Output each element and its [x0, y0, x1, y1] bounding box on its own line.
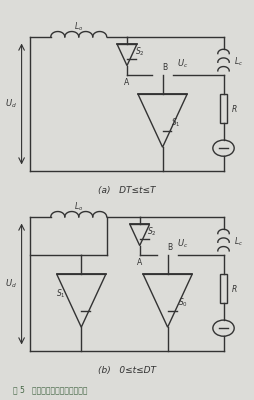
- Text: B: B: [168, 243, 173, 252]
- Text: $R$: $R$: [231, 103, 238, 114]
- Text: $U_c$: $U_c$: [177, 238, 188, 250]
- Text: $S_1$: $S_1$: [56, 287, 66, 300]
- Text: $U_d$: $U_d$: [5, 98, 17, 110]
- Text: $S_1$: $S_1$: [171, 117, 181, 130]
- Text: (b)   0≤t≤DT: (b) 0≤t≤DT: [98, 366, 156, 375]
- Bar: [220, 274, 227, 303]
- Text: A: A: [124, 78, 130, 87]
- Text: $L_c$: $L_c$: [234, 56, 243, 68]
- Text: $L_o$: $L_o$: [74, 21, 83, 34]
- Bar: [220, 94, 227, 123]
- Text: 图 5   运行于第一象限等效电路图: 图 5 运行于第一象限等效电路图: [13, 386, 87, 394]
- Text: $L_c$: $L_c$: [234, 236, 243, 248]
- Text: $L_o$: $L_o$: [74, 201, 83, 214]
- Text: $S_2$: $S_2$: [147, 226, 157, 238]
- Text: B: B: [163, 63, 168, 72]
- Text: $U_c$: $U_c$: [177, 58, 188, 70]
- Text: A: A: [137, 258, 142, 267]
- Text: $R$: $R$: [231, 283, 238, 294]
- Text: (a)   DT≤t≤T: (a) DT≤t≤T: [98, 186, 156, 195]
- Text: $S_2$: $S_2$: [135, 46, 144, 58]
- Text: $U_d$: $U_d$: [5, 278, 17, 290]
- Text: $S_0$: $S_0$: [178, 297, 188, 310]
